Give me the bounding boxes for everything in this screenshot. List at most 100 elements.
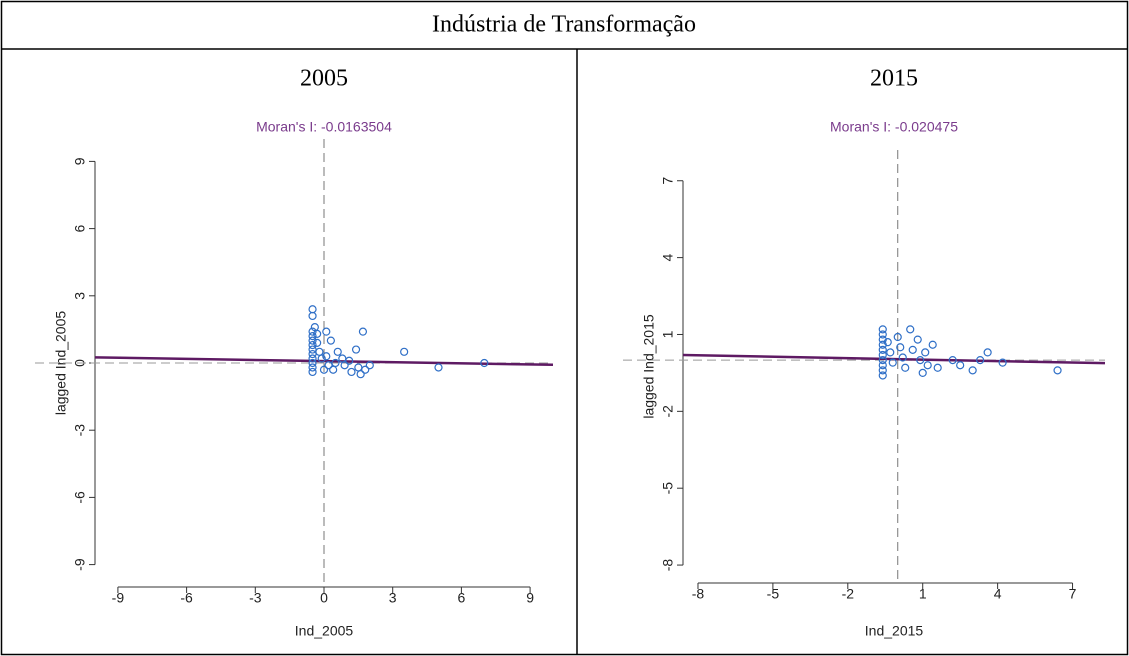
x-tick-label: -5 [767,586,780,602]
point [883,338,892,347]
table-title: Indústria de Transformação [432,12,696,38]
point [331,358,340,368]
y-tick-label: -5 [660,482,676,495]
point [345,356,354,365]
point [322,352,331,361]
y-tick-label: 7 [660,177,676,185]
point [365,361,374,370]
point [308,354,317,363]
point [896,343,905,352]
x-tick-label: -2 [842,586,855,602]
moran-label: Moran's I: -0.0163504 [256,119,392,135]
chart-heading: 2005 [300,66,348,92]
x-tick-label: 9 [526,590,534,606]
point [948,355,957,365]
point [308,340,317,350]
point [480,358,489,368]
point [358,327,368,336]
point [908,345,917,354]
point [913,335,922,344]
point [878,361,887,370]
point [906,325,915,334]
point [956,361,965,370]
point [354,363,363,372]
y-tick-label: 4 [660,254,676,262]
point [983,348,992,357]
y-tick-label: -8 [660,559,676,572]
point [400,347,409,356]
point [878,330,887,339]
point [329,365,338,374]
point [434,363,443,372]
x-tick-label: 1 [919,586,927,602]
x-tick-label: -6 [180,590,193,606]
point [968,366,977,375]
point [878,350,887,360]
point [361,365,370,374]
point [878,345,887,354]
x-tick-label: -8 [692,586,705,602]
point [319,365,329,374]
y-axis-label: lagged Ind_2005 [53,311,69,416]
x-tick-label: 4 [994,586,1002,602]
y-axis-label: lagged Ind_2015 [641,314,657,419]
point [347,367,356,377]
point [976,355,985,365]
x-tick-label: 3 [389,590,397,606]
x-tick-label: 7 [1069,586,1077,602]
point [308,305,317,314]
point [901,363,910,372]
point [351,345,361,354]
y-tick-label: -3 [72,424,88,437]
point [308,358,317,368]
x-tick-label: 0 [320,590,328,606]
point [898,353,907,362]
point [878,325,887,334]
point [326,336,335,345]
point [921,348,930,357]
y-tick-label: -2 [660,405,676,418]
point [923,361,932,370]
point [322,327,331,336]
point [893,332,902,342]
point [928,340,937,349]
point [878,340,887,349]
point [308,336,317,345]
point [308,332,317,341]
point [878,371,887,380]
y-tick-label: 3 [72,292,88,300]
point [313,338,322,347]
point [886,348,895,357]
x-axis-label: Ind_2015 [865,623,924,639]
y-tick-label: -6 [72,491,88,504]
chart-heading: 2015 [870,66,918,92]
moran-label: Moran's I: -0.020475 [830,119,958,135]
y-tick-label: 1 [660,330,676,338]
y-tick-label: 9 [72,157,88,165]
x-tick-label: -9 [112,590,125,606]
point [888,358,897,367]
point [313,329,322,338]
point [878,366,887,375]
point [340,361,349,370]
point [878,335,887,344]
point [878,355,887,365]
point [933,363,942,372]
point [308,367,317,377]
y-tick-label: 6 [72,224,88,232]
point [317,354,326,363]
point [356,370,365,379]
point [308,363,317,372]
point [315,347,324,356]
x-tick-label: -3 [249,590,262,606]
y-tick-label: -9 [72,558,88,571]
x-axis-label: Ind_2005 [295,623,354,639]
point [333,347,342,356]
point [916,355,925,365]
point [308,311,317,321]
point [998,358,1007,367]
point [308,327,317,336]
